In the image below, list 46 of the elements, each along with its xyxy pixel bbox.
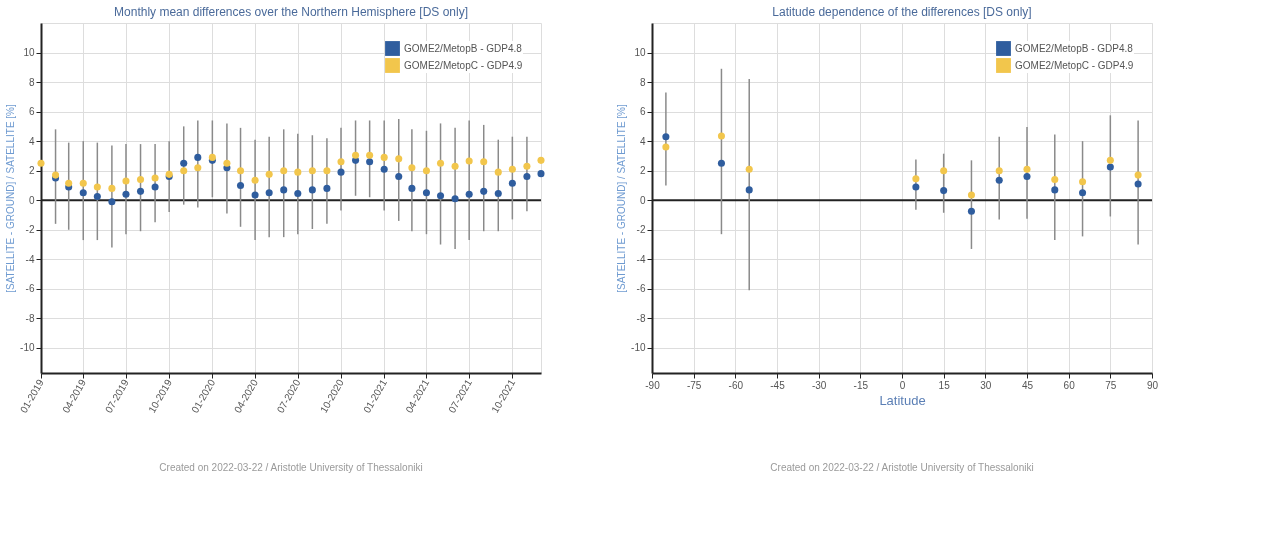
x-tick-label: -75 (686, 379, 702, 391)
y-tick-label: -4 (25, 253, 35, 265)
y-tick-label: -2 (636, 224, 646, 236)
x-tick-label: -60 (728, 379, 744, 391)
chart-title: Latitude dependence of the differences [DS only] (772, 5, 1032, 19)
y-tick-label: 4 (28, 135, 35, 147)
legend-label: GOME2/MetopB - GDP4.8 (1015, 42, 1134, 54)
y-tick-label: -2 (25, 224, 35, 236)
y-tick-label: -10 (631, 342, 646, 354)
y-tick-label: 2 (28, 165, 35, 177)
y-axis-title: [SATELLITE - GROUND] / SATELLITE [%] (616, 104, 628, 293)
x-tick-label: 30 (980, 379, 992, 391)
legend-label: GOME2/MetopC - GDP4.9 (1015, 59, 1134, 71)
x-tick-label: -45 (770, 379, 786, 391)
text: Created on 2022-03-22 / Aristotle University of Thessaloniki (159, 462, 423, 473)
legend-label: GOME2/MetopC - GDP4.9 (404, 59, 523, 71)
x-tick-label: 60 (1063, 379, 1076, 391)
chart-title: Monthly mean differences over the Northern Hemisphere [DS only] (114, 5, 468, 19)
y-tick-label: -10 (20, 342, 35, 354)
y-axis-title: [SATELLITE - GROUND] / SATELLITE [%] (5, 104, 17, 293)
text: Created on 2022-03-22 / Aristotle University of Thessaloniki (770, 462, 1034, 473)
y-tick-label: -6 (25, 283, 35, 295)
y-tick-label: 0 (639, 194, 646, 206)
x-tick-label: 45 (1021, 379, 1034, 391)
x-tick-label: 75 (1105, 379, 1117, 391)
x-tick-label: -90 (645, 379, 661, 391)
y-tick-label: 10 (634, 47, 646, 59)
y-tick-label: 6 (639, 106, 646, 118)
y-tick-label: 2 (639, 165, 646, 177)
y-tick-label: -6 (636, 283, 646, 295)
y-tick-label: 0 (28, 194, 35, 206)
y-tick-label: 8 (28, 76, 35, 88)
legend-label: GOME2/MetopB - GDP4.8 (404, 42, 523, 54)
x-tick-label: -30 (811, 379, 827, 391)
x-tick-label: -15 (853, 379, 869, 391)
x-tick-label: 15 (938, 379, 951, 391)
y-tick-label: 6 (28, 106, 35, 118)
y-tick-label: -8 (25, 312, 35, 324)
x-tick-label: 0 (899, 379, 906, 391)
y-tick-label: 4 (639, 135, 646, 147)
x-axis-title: Latitude (879, 392, 926, 408)
y-tick-label: 10 (23, 47, 35, 59)
y-tick-label: -4 (636, 253, 646, 265)
y-tick-label: -8 (636, 312, 646, 324)
y-tick-label: 8 (639, 76, 646, 88)
x-tick-label: 90 (1146, 379, 1159, 391)
